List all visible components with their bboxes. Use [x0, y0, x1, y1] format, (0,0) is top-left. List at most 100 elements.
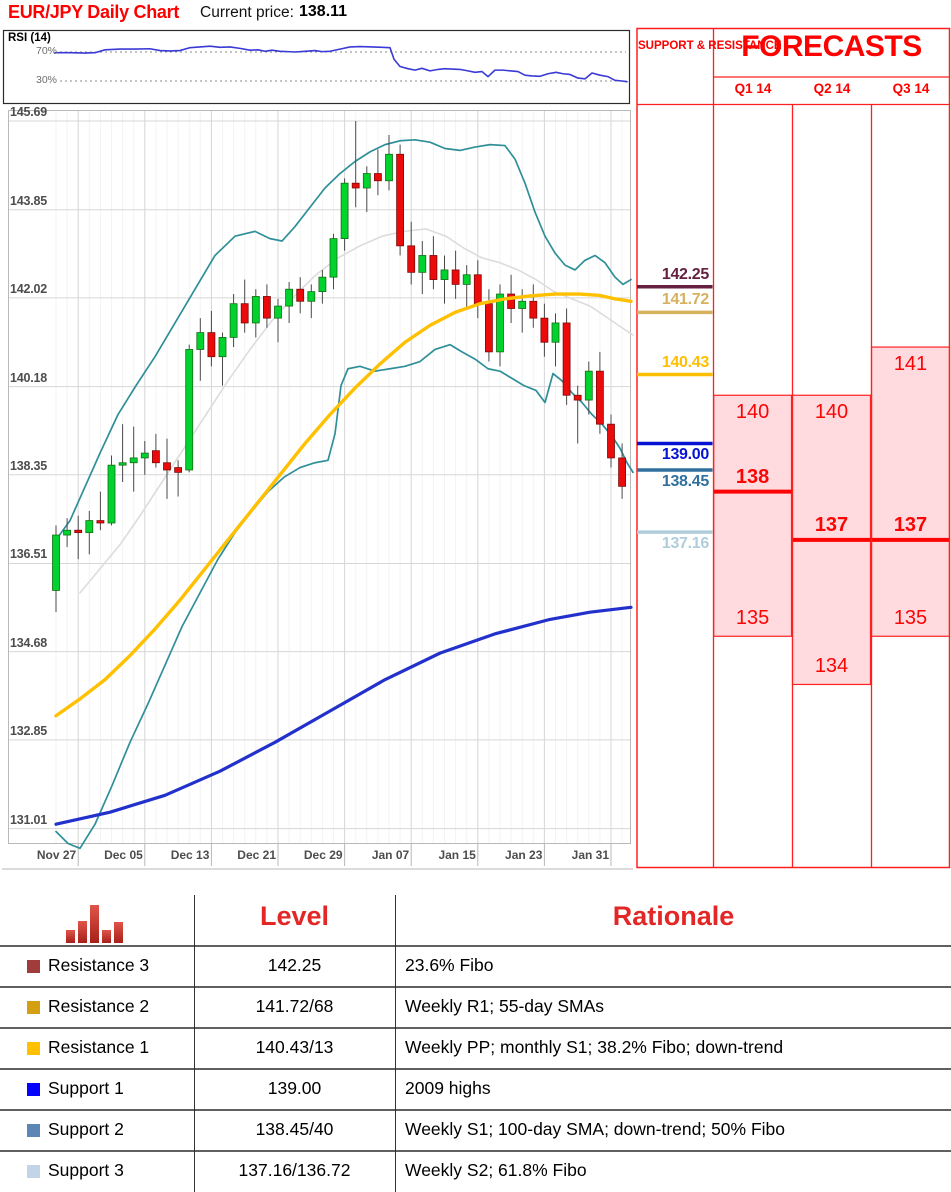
candle-up: [129, 457, 138, 464]
table-row-rationale: Weekly PP; monthly S1; 38.2% Fibo; down-…: [405, 1037, 784, 1057]
candle-down: [484, 303, 493, 353]
y-axis-tick: 142.02: [10, 281, 48, 296]
candle-down: [573, 394, 582, 401]
candle-up: [218, 337, 227, 358]
forecast-value: 141: [893, 353, 928, 376]
candle-up: [196, 332, 205, 350]
table-row-name: Resistance 2: [48, 996, 150, 1016]
candle-up: [418, 255, 427, 273]
y-axis-tick: 134.68: [10, 635, 48, 650]
candle-up: [285, 288, 294, 307]
table-row-name: Support 1: [48, 1078, 124, 1098]
x-axis-tick: Dec 21: [237, 848, 276, 862]
y-axis-tick: 138.35: [10, 458, 48, 473]
candle-down: [540, 317, 549, 343]
forecast-value: 135: [735, 607, 770, 630]
candle-down: [473, 274, 482, 305]
rsi-30-label: 30%: [35, 74, 57, 86]
level-color-swatch: [27, 1124, 40, 1137]
candle-down: [429, 255, 438, 280]
forecasts-header: FORECASTS: [741, 30, 922, 63]
candle-down: [507, 293, 516, 309]
sr-level-label: 142.25: [661, 265, 709, 283]
candle-down: [451, 269, 460, 285]
forecast-range-box: [870, 346, 951, 637]
sr-level-label: 137.16: [661, 535, 709, 553]
candle-down: [407, 245, 416, 273]
table-row-name: Support 3: [48, 1160, 124, 1180]
plot-border: [8, 110, 631, 844]
candle-down: [529, 300, 538, 319]
candle-up: [340, 182, 349, 240]
table-row-name: Support 2: [48, 1119, 124, 1139]
candle-down: [596, 370, 604, 425]
x-axis-tick: Jan 07: [371, 848, 410, 862]
y-axis-tick: 145.69: [10, 105, 48, 119]
table-row-level: 140.43/13: [255, 1037, 334, 1057]
y-axis-tick: 143.85: [10, 193, 48, 208]
candle-up: [329, 238, 338, 278]
candle-down: [373, 173, 382, 182]
y-axis-tick: 140.18: [10, 370, 48, 385]
sma-55-gold: [54, 292, 633, 718]
forecast-range-box: [713, 394, 793, 637]
forecast-col-q3: Q3 14: [892, 81, 930, 96]
candle-down: [74, 529, 83, 534]
x-axis-tick: Jan 31: [571, 848, 609, 862]
candle-up: [63, 529, 71, 536]
level-color-swatch: [27, 1083, 40, 1096]
x-axis-tick: Dec 05: [104, 848, 143, 862]
candle-up: [307, 291, 316, 302]
sma-100-blue: [54, 605, 633, 826]
y-axis-tick: 132.85: [10, 723, 48, 738]
forecast-value: 135: [893, 607, 928, 630]
candle-up: [229, 303, 238, 338]
level-color-swatch: [27, 1001, 40, 1014]
candle-down: [96, 520, 105, 524]
table-row-level: 138.45/40: [255, 1119, 334, 1139]
bollinger-upper: [55, 138, 632, 541]
candle-up: [584, 370, 593, 401]
forecast-range-box: [791, 394, 872, 686]
support-resistance-header: SUPPORT & RESISTANCE: [638, 40, 782, 52]
level-color-swatch: [27, 1042, 40, 1055]
candle-down: [296, 288, 305, 302]
sr-level-label: 140.43: [661, 353, 709, 371]
rsi-panel-label: RSI (14): [8, 32, 51, 44]
table-row-level: 141.72/68: [255, 996, 334, 1016]
candle-up: [85, 520, 94, 534]
sma-20-gray: [79, 228, 634, 594]
level-color-swatch: [27, 960, 40, 973]
table-row-rationale: 23.6% Fibo: [405, 955, 494, 975]
table-rationale-header: Rationale: [612, 901, 735, 931]
candle-up: [251, 296, 260, 324]
rsi-panel-border: [2, 29, 631, 105]
candle-down: [396, 153, 405, 247]
candle-up: [496, 293, 504, 353]
table-row-level: 137.16/136.72: [238, 1160, 351, 1180]
forecast-col-q2: Q2 14: [813, 81, 851, 96]
candle-down: [240, 303, 249, 324]
candle-down: [562, 322, 571, 396]
forecast-value: 134: [814, 655, 849, 678]
table-level-header: Level: [259, 901, 330, 931]
candle-up: [318, 276, 327, 293]
table-row-rationale: Weekly S1; 100-day SMA; down-trend; 50% …: [405, 1119, 786, 1139]
candle-up: [551, 322, 560, 343]
candle-down: [163, 462, 171, 471]
forecast-value: 137: [893, 513, 928, 536]
x-axis-tick: Nov 27: [36, 848, 77, 862]
sr-level-label: 139.00: [661, 446, 709, 464]
x-axis-tick: Jan 23: [505, 848, 543, 862]
table-row-rationale: 2009 highs: [405, 1078, 491, 1098]
candle-down: [351, 182, 360, 189]
level-color-swatch: [27, 1165, 40, 1178]
table-row-level: 139.00: [267, 1078, 322, 1098]
candle-up: [118, 462, 127, 466]
forecast-col-q1: Q1 14: [734, 81, 772, 96]
bollinger-lower: [55, 343, 634, 850]
forecast-value: 140: [735, 401, 770, 424]
candle-down: [607, 423, 615, 459]
candle-up: [274, 305, 282, 319]
x-axis-tick: Jan 15: [438, 848, 476, 862]
